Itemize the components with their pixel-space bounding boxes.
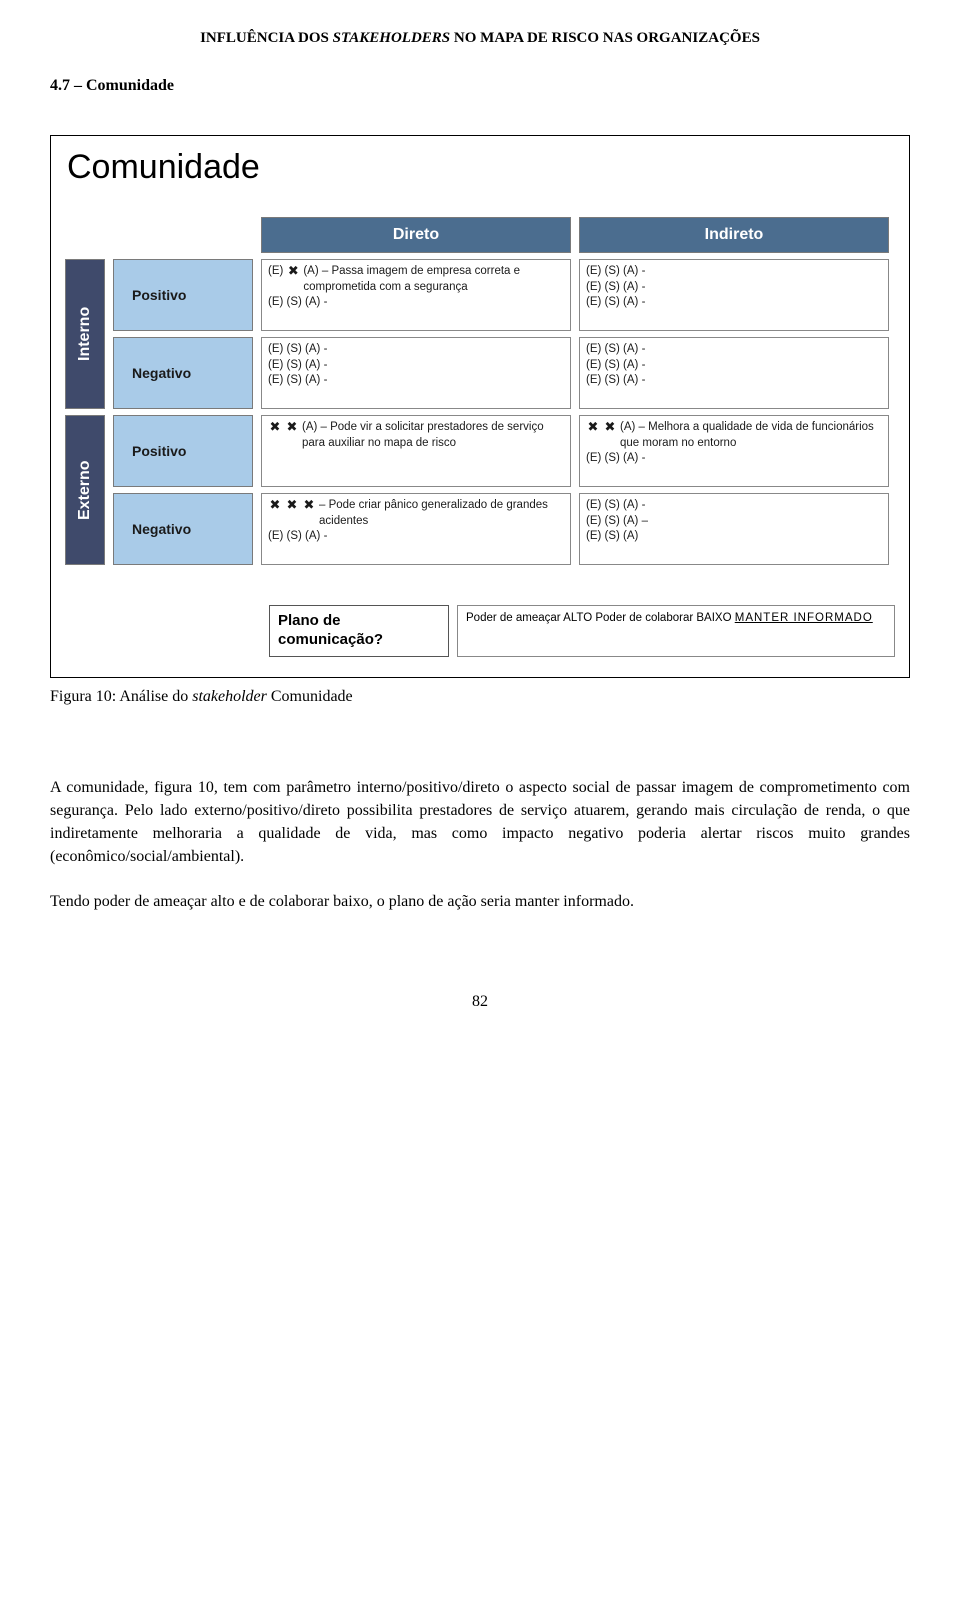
cell-int-neg-dir: (E) (S) (A) - (E) (S) (A) - (E) (S) (A) … — [261, 337, 571, 409]
label-positivo-1: Positivo — [113, 259, 253, 331]
figure-caption: Figura 10: Análise do stakeholder Comuni… — [50, 688, 910, 706]
paragraph-2: Tendo poder de ameaçar alto e de colabor… — [50, 890, 910, 913]
blank-esa: (E) (S) (A) - — [268, 295, 564, 311]
running-header: INFLUÊNCIA DOS STAKEHOLDERS NO MAPA DE R… — [50, 30, 910, 47]
label-negativo-2: Negativo — [113, 493, 253, 565]
blank-esa: (E) (S) (A) - — [268, 373, 564, 389]
cell-ext-neg-ind: (E) (S) (A) - (E) (S) (A) – (E) (S) (A) — [579, 493, 889, 565]
cell-text: (A) – Melhora a qualidade de vida de fun… — [620, 420, 882, 451]
vlabel-interno: Interno — [65, 259, 105, 409]
running-header-a: INFLUÊNCIA DOS — [200, 30, 333, 46]
blank-esa: (E) (S) (A) - — [586, 342, 882, 358]
running-header-c: NO MAPA DE RISCO NAS ORGANIZAÇÕES — [450, 30, 760, 46]
plan-line2: Poder de colaborar BAIXO — [595, 612, 731, 624]
blank-esa: (E) (S) (A) – — [586, 514, 882, 530]
caption-a: Figura 10: Análise do — [50, 688, 192, 705]
figure-title: Comunidade — [67, 148, 895, 187]
plan-line1: Poder de ameaçar ALTO — [466, 612, 592, 624]
cross-icon: ✖ — [285, 420, 299, 433]
cross-icon: ✖ — [586, 420, 600, 433]
blank-esa: (E) (S) (A) - — [586, 498, 882, 514]
cell-int-pos-dir: (E) ✖ (A) – Passa imagem de empresa corr… — [261, 259, 571, 331]
blank-esa: (E) (S) (A) - — [586, 295, 882, 311]
plan-label-a: Plano de — [278, 612, 341, 629]
cell-ext-pos-ind: ✖ ✖ (A) – Melhora a qualidade de vida de… — [579, 415, 889, 487]
paragraph-1: A comunidade, figura 10, tem com parâmet… — [50, 776, 910, 869]
vlabel-externo: Externo — [65, 415, 105, 565]
header-direto: Direto — [261, 217, 571, 253]
cell-text: – Pode criar pânico generalizado de gran… — [319, 498, 564, 529]
cross-icon: ✖ — [603, 420, 617, 433]
blank-esa: (E) (S) (A) - — [586, 280, 882, 296]
cell-int-neg-ind: (E) (S) (A) - (E) (S) (A) - (E) (S) (A) … — [579, 337, 889, 409]
blank-esa: (E) (S) (A) - — [586, 451, 882, 467]
figure-comunidade: Comunidade Direto Indireto Interno Posit… — [50, 135, 910, 678]
plan-line3: MANTER INFORMADO — [735, 612, 873, 624]
blank-esa: (E) (S) (A) - — [268, 529, 564, 545]
cross-icon: ✖ — [268, 420, 282, 433]
plan-label-b: comunicação? — [278, 631, 383, 648]
caption-c: Comunidade — [267, 688, 353, 705]
cross-icon: ✖ — [286, 264, 300, 277]
running-header-b: STAKEHOLDERS — [333, 30, 451, 46]
blank-esa: (E) (S) (A) - — [586, 264, 882, 280]
label-positivo-2: Positivo — [113, 415, 253, 487]
section-heading: 4.7 – Comunidade — [50, 77, 910, 95]
plan-label: Plano de comunicação? — [269, 605, 449, 657]
cell-ext-neg-dir: ✖ ✖ ✖ – Pode criar pânico generalizado d… — [261, 493, 571, 565]
cell-ext-pos-dir: ✖ ✖ (A) – Pode vir a solicitar prestador… — [261, 415, 571, 487]
blank-esa: (E) (S) (A) - — [268, 342, 564, 358]
analysis-grid: Direto Indireto Interno Positivo (E) ✖ (… — [65, 217, 895, 565]
blank-esa: (E) (S) (A) - — [268, 358, 564, 374]
cell-text: (A) – Pode vir a solicitar prestadores d… — [302, 420, 564, 451]
cell-int-pos-ind: (E) (S) (A) - (E) (S) (A) - (E) (S) (A) … — [579, 259, 889, 331]
label-negativo-1: Negativo — [113, 337, 253, 409]
blank-esa: (E) (S) (A) - — [586, 373, 882, 389]
header-indireto: Indireto — [579, 217, 889, 253]
cross-icon: ✖ — [268, 498, 282, 511]
lead-e: (E) — [268, 264, 283, 280]
plan-row: Plano de comunicação? Poder de ameaçar A… — [65, 605, 895, 657]
blank-esa: (E) (S) (A) - — [586, 358, 882, 374]
caption-b: stakeholder — [192, 688, 267, 705]
blank-esa: (E) (S) (A) — [586, 529, 882, 545]
cell-text: (A) – Passa imagem de empresa correta e … — [303, 264, 564, 295]
plan-content: Poder de ameaçar ALTO Poder de colaborar… — [457, 605, 895, 657]
cross-icon: ✖ — [302, 498, 316, 511]
page-number: 82 — [50, 993, 910, 1011]
cross-icon: ✖ — [285, 498, 299, 511]
